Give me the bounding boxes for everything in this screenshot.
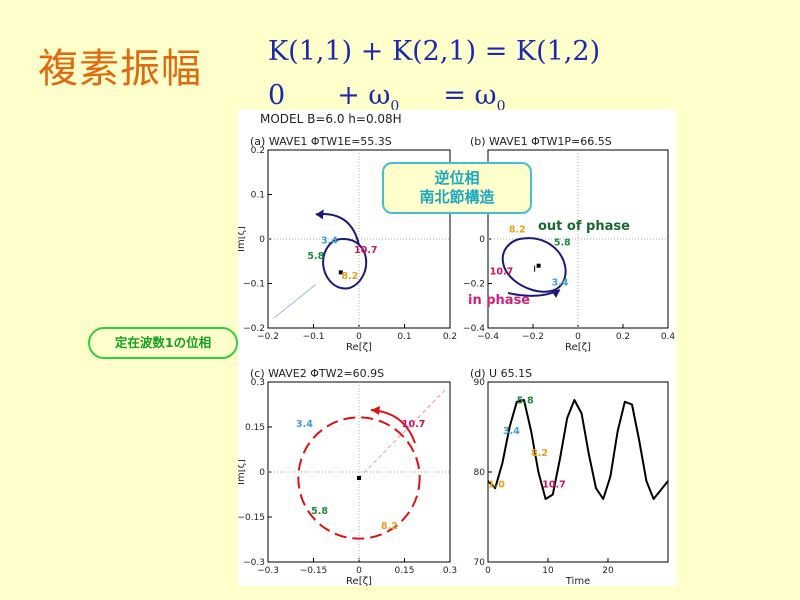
- time-label: 8.2: [509, 224, 526, 235]
- time-label: 5.8: [554, 238, 571, 249]
- y-tick-label: −0.3: [243, 558, 265, 568]
- eq2-term-c-sub: 0: [496, 98, 506, 115]
- y-tick-label: −0.4: [463, 324, 485, 334]
- time-label: 8.2: [341, 271, 358, 282]
- time-label: 5.8: [517, 396, 534, 407]
- time-label: 10.7: [354, 245, 377, 256]
- y-tick-label: −0.2: [463, 280, 485, 290]
- y-tick-label: −0.15: [238, 513, 265, 523]
- x-axis-label: Re[ζ]: [565, 342, 591, 353]
- time-label: 3.4: [552, 278, 569, 289]
- chart-panel-4: [487, 381, 669, 563]
- time-label: 1.0: [488, 479, 505, 490]
- chart-title-1: (a) WAVE1 ΦTW1E=55.3S: [250, 135, 392, 148]
- x-tick-label: −0.4: [477, 332, 499, 342]
- y-tick-label: 80: [474, 468, 486, 478]
- callout-antiphase-line2: 南北節構造: [419, 188, 495, 206]
- time-label: 8.2: [381, 521, 398, 532]
- wave2-circle: [297, 416, 421, 540]
- y-tick-label: 0.3: [251, 378, 265, 388]
- x-tick-label: 20: [602, 566, 614, 576]
- equation-line-1: K(1,1) + K(2,1) = K(1,2): [268, 36, 601, 67]
- y-tick-label: 0.15: [245, 423, 265, 433]
- x-tick-label: 10: [542, 566, 554, 576]
- arrowhead-c: [371, 406, 380, 415]
- x-tick-label: −0.2: [257, 332, 279, 342]
- time-label: 10.7: [490, 267, 513, 278]
- in-phase-arrowhead: [551, 290, 560, 298]
- y-tick-label: −0.2: [243, 324, 265, 334]
- chart-title-3: (c) WAVE2 ΦTW2=60.9S: [250, 367, 384, 380]
- x-tick-label: −0.15: [300, 566, 328, 576]
- center-marker: [338, 270, 343, 275]
- wave1-loop-b: [501, 237, 567, 293]
- center-marker: [536, 263, 541, 268]
- y-tick-label: 0.1: [251, 191, 265, 201]
- time-label: 5.8: [311, 506, 328, 517]
- y-tick-label: 0: [479, 235, 485, 245]
- wave1-loop-a: [322, 237, 368, 290]
- phase-line: [273, 284, 317, 319]
- x-tick-label: 0.4: [661, 332, 676, 342]
- eq2-term-a: 0: [268, 80, 286, 111]
- x-tick-label: 0: [485, 566, 491, 576]
- x-tick-label: 0.3: [443, 566, 457, 576]
- y-tick-label: 90: [474, 378, 486, 388]
- chart-title-2: (b) WAVE1 ΦTW1P=66.5S: [470, 135, 612, 148]
- x-axis-label: Re[ζ]: [346, 342, 372, 353]
- annotation-out-of-phase: out of phase: [538, 219, 630, 234]
- arrowhead-a: [315, 209, 324, 220]
- x-axis-label: Time: [565, 576, 590, 586]
- x-tick-label: 0: [575, 332, 581, 342]
- x-tick-label: −0.1: [303, 332, 325, 342]
- y-tick-label: 0: [259, 235, 265, 245]
- y-axis-label: Im[ζ]: [238, 226, 247, 252]
- y-tick-label: −0.1: [243, 280, 265, 290]
- x-tick-label: 0.2: [616, 332, 630, 342]
- eq2-term-b: + ω: [337, 80, 391, 111]
- eq2-term-c: = ω: [443, 80, 497, 111]
- callout-antiphase-line1: 逆位相: [434, 169, 480, 187]
- y-tick-label: 0.2: [251, 146, 265, 156]
- annotation-in-phase: in phase: [468, 293, 530, 308]
- time-label: 3.4: [321, 235, 338, 246]
- y-tick-label: 70: [474, 558, 486, 568]
- figure-svg: MODEL B=6.0 h=0.08H (a) WAVE1 ΦTW1E=55.3S…: [238, 112, 676, 586]
- time-label: 8.2: [531, 448, 548, 459]
- time-label: 3.4: [503, 426, 520, 437]
- chart-panel-3: [267, 381, 451, 563]
- y-axis-label: Im[ζ]: [238, 459, 247, 485]
- x-tick-label: 0.2: [443, 332, 457, 342]
- equation-line-2: 0 + ω0 = ω0: [268, 80, 506, 114]
- x-tick-label: −0.3: [257, 566, 279, 576]
- u-series-line: [487, 399, 669, 500]
- x-tick-label: 0.15: [394, 566, 414, 576]
- x-tick-label: 0.1: [397, 332, 411, 342]
- figure-header: MODEL B=6.0 h=0.08H: [260, 112, 402, 126]
- y-tick-label: 0: [259, 468, 265, 478]
- x-tick-label: −0.2: [522, 332, 544, 342]
- chart-title-4: (d) U 65.1S: [470, 367, 532, 380]
- callout-standing-wave: 定在波数1の位相: [88, 327, 238, 359]
- slide-title: 複素振幅: [38, 46, 202, 92]
- chart-panel-2: [487, 149, 669, 329]
- time-label: 3.4: [296, 419, 313, 430]
- callout-antiphase: 逆位相 南北節構造: [382, 162, 532, 214]
- x-axis-label: Re[ζ]: [346, 576, 372, 586]
- x-tick-label: 0: [356, 566, 362, 576]
- time-label: 10.7: [542, 479, 565, 490]
- time-label: 10.7: [402, 419, 425, 430]
- chart-panel-1: [267, 149, 451, 329]
- time-label: 5.8: [307, 251, 324, 262]
- center-marker: [357, 476, 361, 480]
- x-tick-label: 0: [356, 332, 362, 342]
- eq2-term-b-sub: 0: [390, 98, 400, 115]
